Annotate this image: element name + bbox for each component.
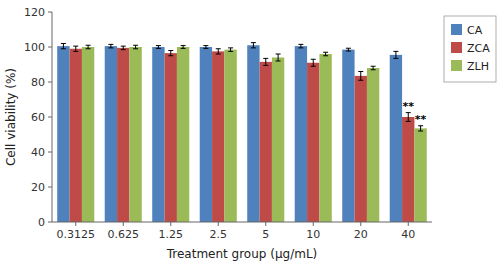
error-bar xyxy=(346,48,351,51)
legend-swatch xyxy=(451,24,462,35)
legend-frame xyxy=(444,16,496,82)
legend-label: CA xyxy=(467,24,483,37)
y-tick-label: 120 xyxy=(24,6,45,19)
bar xyxy=(247,45,259,222)
x-tick xyxy=(360,222,361,226)
x-tick-label: 2.5 xyxy=(210,228,228,241)
error-bar xyxy=(228,48,233,52)
x-tick xyxy=(75,222,76,226)
y-tick xyxy=(48,117,52,118)
error-bar xyxy=(181,46,186,49)
y-tick-label: 40 xyxy=(31,146,45,159)
bar xyxy=(70,49,82,222)
bar xyxy=(414,128,426,222)
x-tick xyxy=(123,222,124,226)
y-axis-label: Cell viability (%) xyxy=(4,68,18,166)
legend-label: ZCA xyxy=(467,42,490,55)
error-bar xyxy=(108,44,113,48)
y-axis xyxy=(52,12,53,222)
bar xyxy=(319,54,331,222)
x-tick xyxy=(170,222,171,226)
legend-label: ZLH xyxy=(467,60,489,73)
y-tick xyxy=(48,82,52,83)
y-tick-label: 100 xyxy=(24,41,45,54)
y-tick xyxy=(48,12,52,13)
annotation: ** xyxy=(402,100,414,113)
error-bar xyxy=(156,46,161,49)
x-tick xyxy=(313,222,314,226)
error-bar xyxy=(61,44,66,49)
annotation: ** xyxy=(415,113,427,126)
x-tick-label: 5 xyxy=(262,228,269,241)
y-tick-label: 80 xyxy=(31,76,45,89)
error-bar xyxy=(168,51,173,56)
error-bar xyxy=(371,66,376,70)
bar xyxy=(402,117,414,222)
error-bar xyxy=(203,46,208,49)
error-bar xyxy=(121,46,126,50)
legend: CA ZCA ZLH xyxy=(444,16,496,82)
error-bar xyxy=(298,44,303,48)
error-bar xyxy=(263,58,268,65)
x-tick xyxy=(218,222,219,226)
error-bar xyxy=(393,51,398,58)
y-tick-label: 60 xyxy=(31,111,45,124)
error-bar xyxy=(418,126,423,131)
legend-swatch xyxy=(451,42,462,53)
x-axis xyxy=(52,222,432,223)
x-tick-label: 0.625 xyxy=(108,228,140,241)
bar xyxy=(307,63,319,222)
bar xyxy=(272,58,284,223)
x-tick xyxy=(265,222,266,226)
bar xyxy=(105,46,117,222)
bar xyxy=(260,62,272,222)
y-tick xyxy=(48,222,52,223)
error-bar xyxy=(276,54,281,61)
bar xyxy=(82,47,94,222)
error-bar xyxy=(251,43,256,48)
legend-swatch xyxy=(451,60,462,71)
bar xyxy=(224,50,236,222)
x-tick-label: 20 xyxy=(354,228,368,241)
error-bar xyxy=(358,72,363,81)
bar xyxy=(152,47,164,222)
bar xyxy=(342,50,354,222)
bar xyxy=(295,46,307,222)
bar xyxy=(200,47,212,222)
bar xyxy=(212,51,224,222)
error-bar xyxy=(323,52,328,56)
error-bar xyxy=(406,113,411,122)
error-bar xyxy=(133,45,138,49)
plot-area xyxy=(57,43,427,222)
x-tick-label: 0.3125 xyxy=(57,228,96,241)
bar xyxy=(129,47,141,222)
chart: 0 20 40 60 80 100 120 0.3125 0.625 1.25 2.5 5 10 20 40… xyxy=(0,0,500,270)
x-tick xyxy=(408,222,409,226)
bar xyxy=(367,68,379,222)
x-tick-label: 40 xyxy=(401,228,415,241)
error-bar xyxy=(216,49,221,54)
bar xyxy=(355,76,367,222)
error-bar xyxy=(86,45,91,49)
y-tick xyxy=(48,47,52,48)
x-tick-label: 1.25 xyxy=(159,228,184,241)
bar xyxy=(165,53,177,222)
x-tick-label: 10 xyxy=(306,228,320,241)
y-tick xyxy=(48,152,52,153)
error-bar xyxy=(311,59,316,66)
bar xyxy=(177,47,189,222)
error-bar xyxy=(73,46,78,51)
y-tick-label: 0 xyxy=(38,216,45,229)
bar xyxy=(57,46,69,222)
bar xyxy=(117,48,129,222)
x-axis-label: Treatment group (μg/mL) xyxy=(166,247,318,261)
bar xyxy=(390,55,402,222)
y-tick-label: 20 xyxy=(31,181,45,194)
y-tick xyxy=(48,187,52,188)
